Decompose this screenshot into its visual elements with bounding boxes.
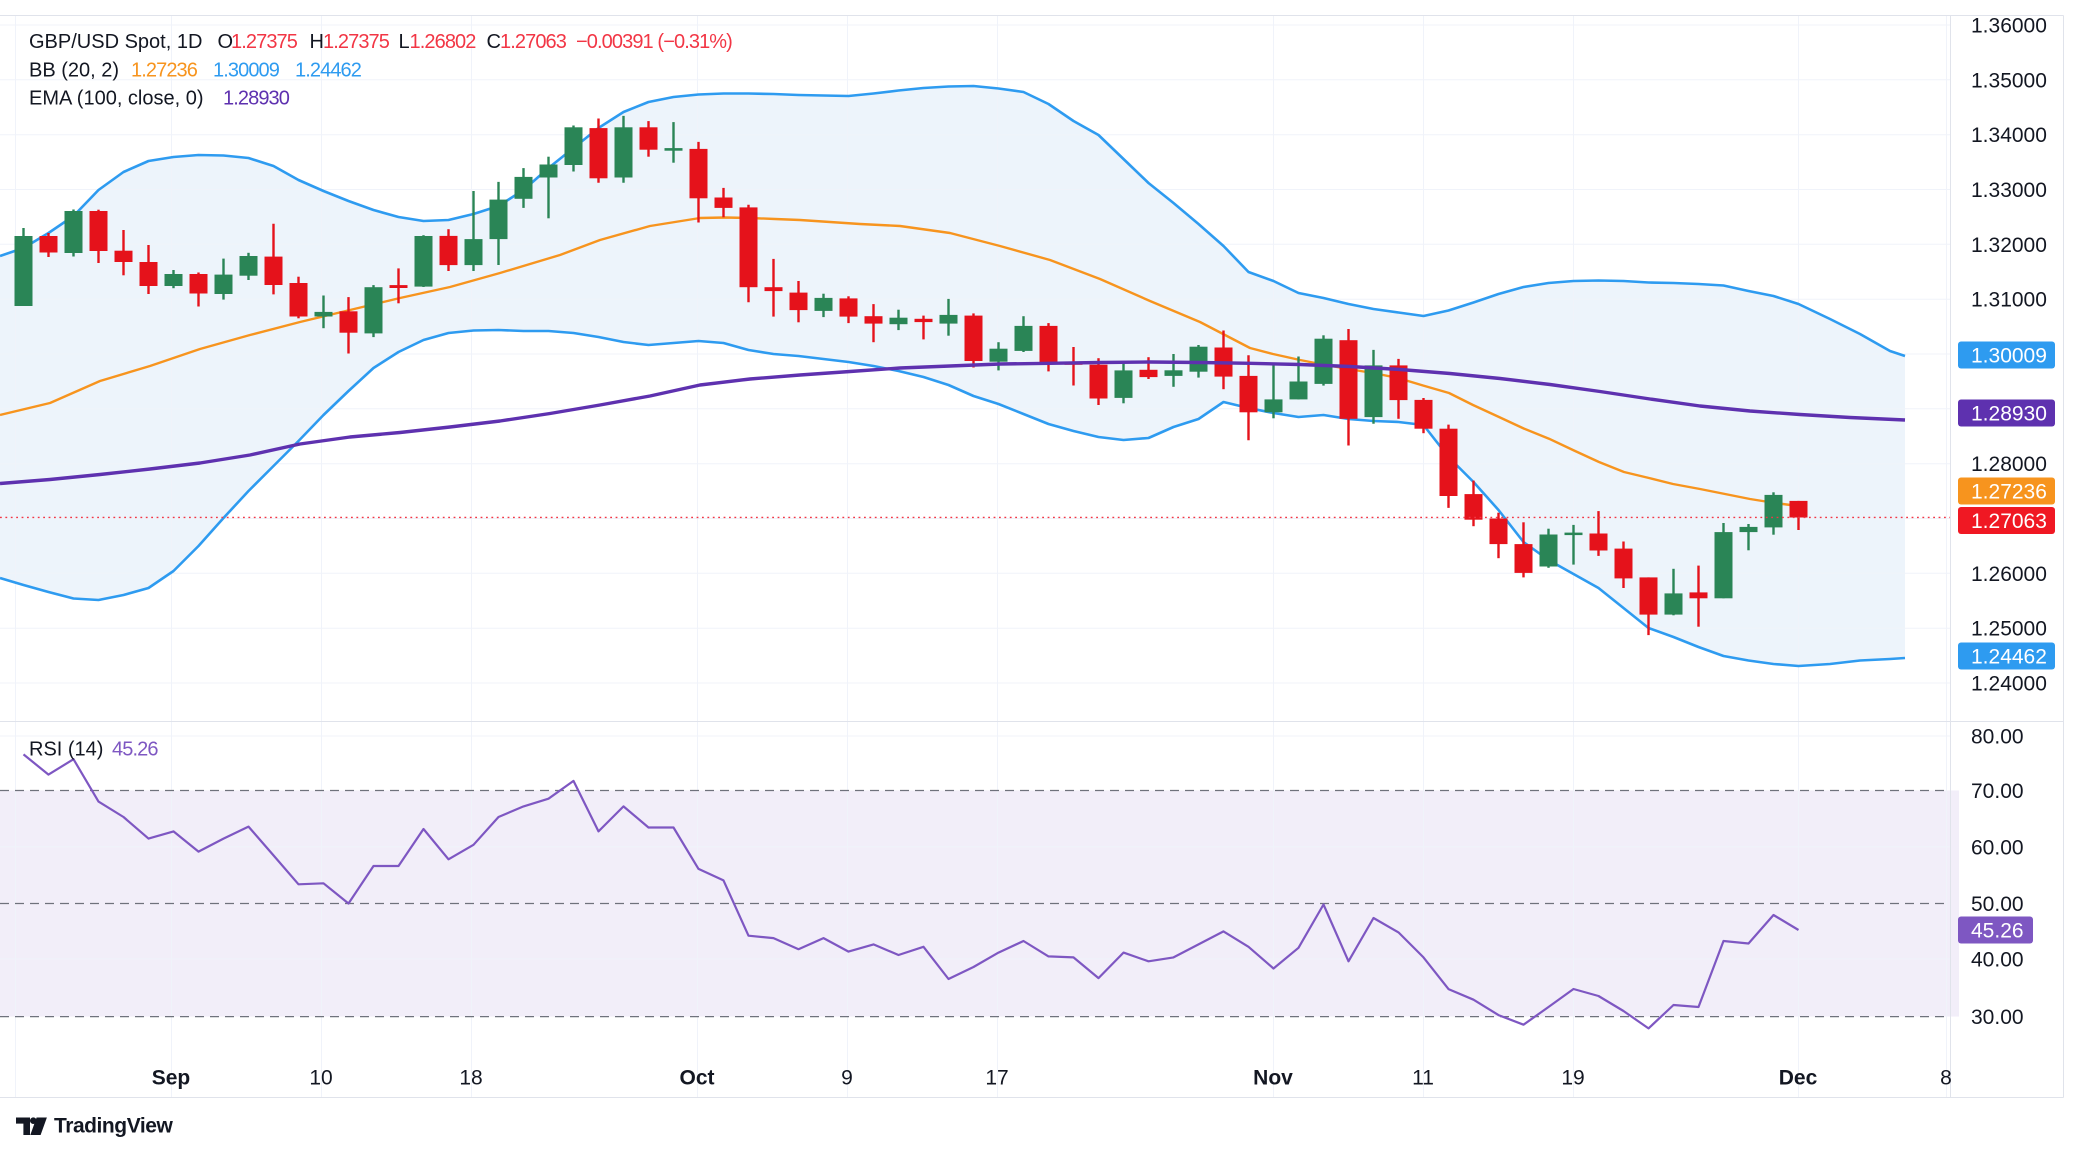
svg-text:1.31000: 1.31000 xyxy=(1971,289,2047,312)
svg-text:BB (20, 2): BB (20, 2) xyxy=(29,60,119,82)
svg-text:Nov: Nov xyxy=(1253,1067,1293,1090)
svg-text:80.00: 80.00 xyxy=(1971,726,2024,749)
svg-text:1.30009: 1.30009 xyxy=(213,60,280,82)
svg-text:1.36000: 1.36000 xyxy=(1971,15,2047,38)
svg-text:C: C xyxy=(487,31,501,53)
svg-text:1.24462: 1.24462 xyxy=(1971,646,2047,669)
svg-text:EMA (100, close, 0): EMA (100, close, 0) xyxy=(29,88,204,110)
svg-text:1.34000: 1.34000 xyxy=(1971,124,2047,147)
svg-text:40.00: 40.00 xyxy=(1971,948,2024,971)
svg-text:9: 9 xyxy=(841,1067,853,1090)
svg-text:1.28000: 1.28000 xyxy=(1971,453,2047,476)
svg-text:1.26000: 1.26000 xyxy=(1971,563,2047,586)
svg-text:1.25000: 1.25000 xyxy=(1971,618,2047,641)
svg-text:RSI (14): RSI (14) xyxy=(29,739,103,761)
svg-text:30.00: 30.00 xyxy=(1971,1006,2024,1029)
svg-text:19: 19 xyxy=(1561,1067,1584,1090)
svg-text:1.27375: 1.27375 xyxy=(231,31,298,53)
svg-text:−0.00391 (−0.31%): −0.00391 (−0.31%) xyxy=(576,31,732,53)
svg-text:Oct: Oct xyxy=(679,1067,714,1090)
svg-text:1.24000: 1.24000 xyxy=(1971,673,2047,696)
svg-text:GBP/USD Spot, 1D: GBP/USD Spot, 1D xyxy=(29,31,202,53)
svg-text:11: 11 xyxy=(1412,1067,1434,1090)
svg-text:17: 17 xyxy=(985,1067,1008,1090)
svg-text:45.26: 45.26 xyxy=(112,739,158,761)
svg-text:50.00: 50.00 xyxy=(1971,893,2024,916)
svg-text:TradingView: TradingView xyxy=(54,1115,173,1138)
svg-text:1.33000: 1.33000 xyxy=(1971,179,2047,202)
svg-text:L: L xyxy=(399,31,410,53)
svg-text:Dec: Dec xyxy=(1779,1067,1818,1090)
svg-text:1.27236: 1.27236 xyxy=(131,60,198,82)
svg-text:8: 8 xyxy=(1940,1067,1952,1090)
svg-text:70.00: 70.00 xyxy=(1971,780,2024,803)
svg-text:1.28930: 1.28930 xyxy=(1971,403,2047,426)
svg-text:1.35000: 1.35000 xyxy=(1971,69,2047,92)
svg-text:Sep: Sep xyxy=(152,1067,191,1090)
svg-text:1.26802: 1.26802 xyxy=(410,31,477,53)
svg-text:60.00: 60.00 xyxy=(1971,836,2024,859)
svg-text:1.27236: 1.27236 xyxy=(1971,481,2047,504)
svg-text:1.24462: 1.24462 xyxy=(295,60,362,82)
svg-text:45.26: 45.26 xyxy=(1971,920,2024,943)
svg-text:1.27063: 1.27063 xyxy=(1971,510,2047,533)
svg-text:O: O xyxy=(218,31,234,53)
svg-text:1.32000: 1.32000 xyxy=(1971,234,2047,257)
svg-text:10: 10 xyxy=(309,1067,332,1090)
svg-text:1.30009: 1.30009 xyxy=(1971,345,2047,368)
svg-text:1.27375: 1.27375 xyxy=(323,31,390,53)
svg-text:1.28930: 1.28930 xyxy=(223,88,290,110)
svg-text:1.27063: 1.27063 xyxy=(500,31,567,53)
svg-text:18: 18 xyxy=(459,1067,482,1090)
svg-text:H: H xyxy=(310,31,324,53)
